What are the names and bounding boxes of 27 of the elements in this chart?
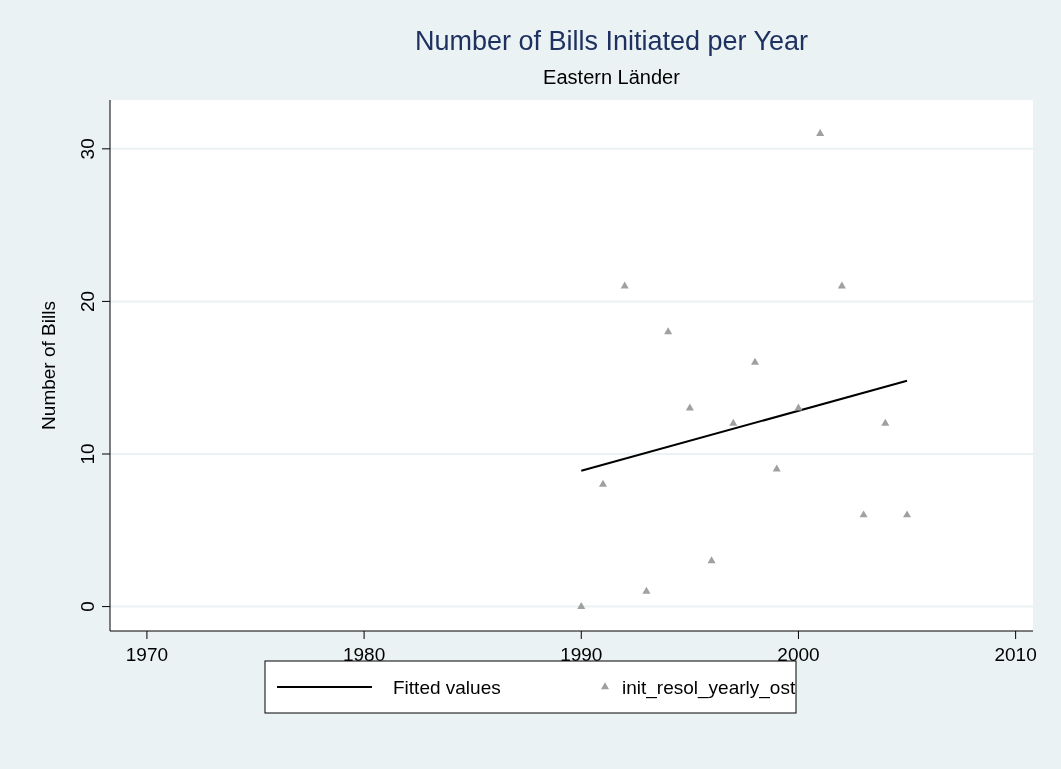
y-tick-label: 0 bbox=[77, 601, 98, 612]
point bbox=[642, 586, 651, 594]
y-tick-label: 20 bbox=[77, 290, 98, 312]
legend-label: init_resol_yearly_ost bbox=[622, 677, 796, 699]
point bbox=[664, 327, 673, 335]
point bbox=[750, 357, 760, 365]
point bbox=[577, 601, 586, 609]
point bbox=[794, 403, 803, 411]
chart-title: Number of Bills Initiated per Year bbox=[414, 26, 809, 56]
point bbox=[816, 128, 825, 136]
y-axis-title: Number of Bills bbox=[38, 301, 59, 430]
x-tick-label: 2010 bbox=[994, 644, 1037, 665]
x-tick-label: 1990 bbox=[560, 644, 603, 665]
x-tick-label: 2000 bbox=[777, 644, 820, 665]
y-tick-label: 10 bbox=[77, 443, 98, 465]
x-tick-label: 1980 bbox=[342, 644, 386, 665]
point bbox=[729, 418, 738, 426]
point bbox=[903, 510, 912, 518]
chart-subtitle: Eastern Länder bbox=[543, 66, 681, 88]
point bbox=[707, 556, 716, 564]
point bbox=[881, 418, 890, 426]
point bbox=[772, 464, 781, 472]
point bbox=[598, 479, 608, 487]
point bbox=[685, 403, 694, 411]
x-tick-label: 1970 bbox=[125, 644, 169, 665]
y-tick-label: 30 bbox=[77, 138, 98, 160]
legend-label: Fitted values bbox=[393, 677, 501, 698]
